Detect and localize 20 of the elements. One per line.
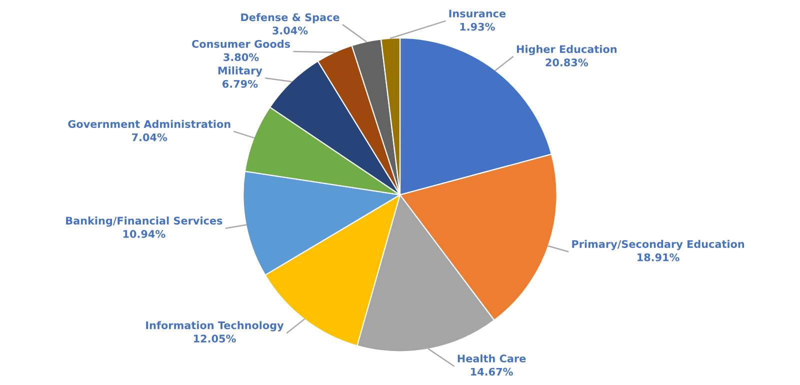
slice-label: Banking/Financial Services	[66, 216, 222, 227]
slice-label: Defense & Space	[241, 13, 340, 24]
data-label: 20.83%	[546, 58, 588, 66]
slice-label: Health Care	[458, 354, 526, 362]
slice-label: Consumer Goods	[192, 40, 290, 48]
slice-label: Government Administration	[68, 120, 230, 128]
data-label: 6.79%	[222, 80, 258, 88]
slice-label: Information Technology	[146, 321, 284, 332]
data-label: 1.93%	[460, 22, 495, 31]
data-label: 12.05%	[194, 334, 236, 343]
data-label: 18.91%	[638, 253, 680, 262]
slice-label: Insurance	[449, 10, 506, 18]
data-label: 14.67%	[471, 368, 513, 376]
slice-label: Primary/Secondary Education	[572, 240, 744, 250]
slice-label: Higher Education	[516, 45, 616, 56]
data-label: 7.04%	[132, 133, 168, 142]
slice-label: Military	[218, 66, 262, 77]
data-label: 3.80%	[224, 53, 259, 62]
data-label: 10.94%	[123, 230, 166, 238]
data-label: 3.04%	[272, 26, 308, 34]
